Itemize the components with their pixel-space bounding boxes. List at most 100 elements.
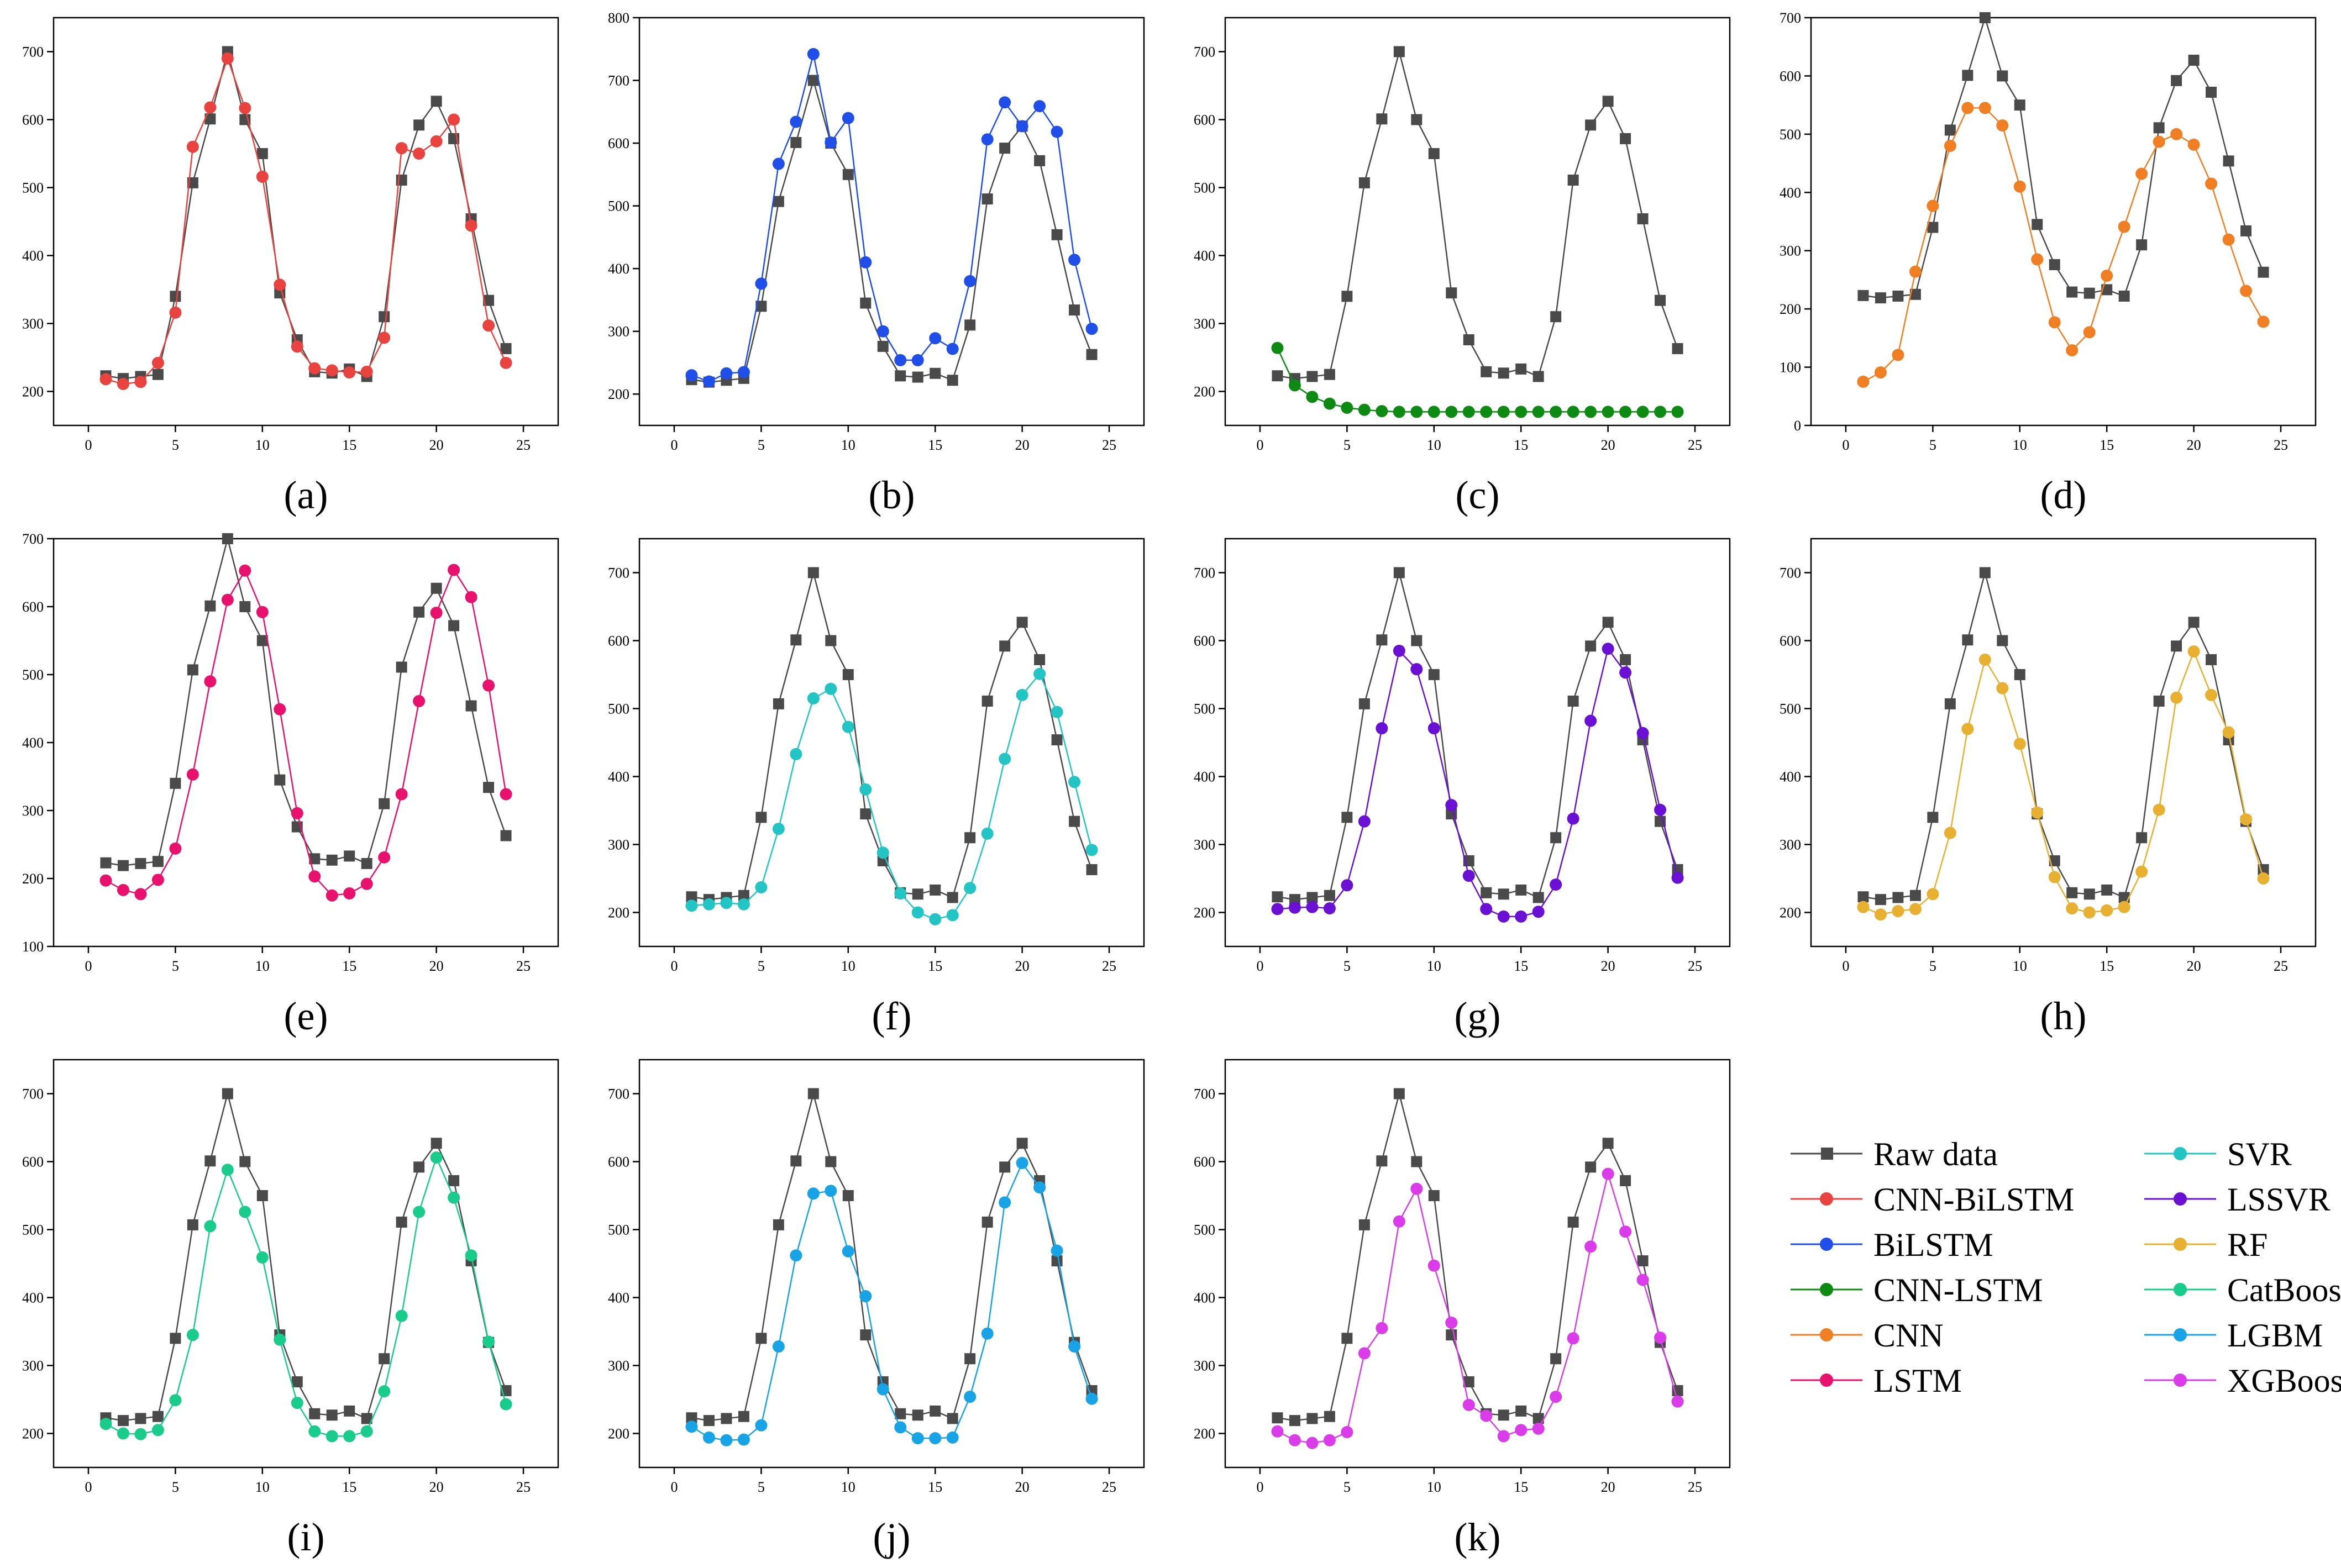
x-tick-label: 5 xyxy=(1929,958,1936,974)
prediction-point xyxy=(1427,406,1440,418)
y-tick-label: 300 xyxy=(1194,837,1215,853)
prediction-point xyxy=(825,136,837,149)
prediction-point xyxy=(1978,102,1991,114)
y-tick-label: 600 xyxy=(1780,633,1801,649)
raw-data-point xyxy=(825,635,837,646)
y-tick-label: 500 xyxy=(22,667,44,683)
raw-data-point xyxy=(703,1415,715,1427)
prediction-point xyxy=(755,1419,768,1432)
raw-data-point xyxy=(152,1411,164,1422)
panel-label: (i) xyxy=(287,1515,325,1559)
x-tick-label: 20 xyxy=(429,958,444,974)
raw-data-point xyxy=(999,640,1011,652)
y-tick-label: 700 xyxy=(1194,565,1215,581)
prediction-point xyxy=(500,1398,512,1411)
prediction-point xyxy=(99,1418,112,1430)
prediction-point xyxy=(1567,1332,1579,1345)
x-tick-label: 10 xyxy=(2013,437,2027,453)
prediction-point xyxy=(1874,908,1887,921)
raw-data-point xyxy=(981,1216,993,1228)
prediction-point xyxy=(911,1432,924,1445)
prediction-point xyxy=(1445,406,1458,418)
plot-frame xyxy=(1810,538,2317,948)
legend-marker xyxy=(2174,1283,2187,1296)
prediction-point xyxy=(1288,379,1301,392)
prediction-point xyxy=(1358,403,1371,416)
raw-data-point xyxy=(1585,119,1597,131)
raw-data-point xyxy=(204,1155,216,1167)
prediction-point xyxy=(1462,1398,1475,1411)
raw-data-point xyxy=(187,177,198,188)
prediction-point xyxy=(929,913,942,925)
y-tick-label: 800 xyxy=(608,10,629,26)
raw-data-point xyxy=(204,113,216,125)
y-tick-label: 200 xyxy=(22,871,44,887)
x-tick-label: 20 xyxy=(2187,437,2201,453)
raw-data-point xyxy=(170,777,181,789)
prediction-point xyxy=(772,157,785,170)
raw-data-point xyxy=(1979,12,1991,23)
prediction-point xyxy=(256,1251,269,1264)
legend-item-lgbm: LGBM xyxy=(2144,1317,2323,1354)
raw-data-point xyxy=(379,311,390,323)
panel-label: (a) xyxy=(284,473,328,517)
raw-data-point xyxy=(790,1155,802,1167)
raw-data-point xyxy=(1602,1138,1614,1149)
series-line-raw xyxy=(1277,572,1678,901)
x-tick-label: 15 xyxy=(928,437,942,453)
prediction-point xyxy=(981,827,994,840)
prediction-point xyxy=(2048,871,2061,883)
x-tick-label: 5 xyxy=(758,437,765,453)
x-tick-label: 5 xyxy=(758,958,765,974)
x-tick-label: 0 xyxy=(670,958,678,974)
chart-panel-8: 200 300 400 500 600 700 0 5 10 15 20 25 (h) xyxy=(1780,538,2317,1038)
prediction-point xyxy=(1857,375,1870,388)
y-tick-label: 600 xyxy=(608,1154,629,1170)
prediction-point xyxy=(1068,776,1081,788)
prediction-point xyxy=(2257,872,2270,885)
prediction-point xyxy=(239,102,251,114)
prediction-point xyxy=(500,788,512,801)
prediction-point xyxy=(999,96,1011,109)
raw-data-point xyxy=(1463,334,1474,346)
prediction-point xyxy=(204,675,217,688)
raw-data-point xyxy=(2118,290,2130,302)
x-tick-label: 0 xyxy=(1256,437,1263,453)
legend-item-lstm: LSTM xyxy=(1791,1362,1962,1399)
raw-data-point xyxy=(1034,654,1046,665)
x-tick-label: 15 xyxy=(2099,437,2114,453)
legend-marker xyxy=(2174,1192,2187,1206)
x-tick-label: 5 xyxy=(172,437,179,453)
raw-data-point xyxy=(309,1408,321,1419)
raw-data-point xyxy=(1655,294,1666,306)
raw-data-point xyxy=(2206,86,2217,98)
raw-data-point xyxy=(807,75,819,86)
x-tick-label: 10 xyxy=(255,1479,270,1495)
x-tick-label: 5 xyxy=(1929,437,1936,453)
raw-data-point xyxy=(1944,698,1956,709)
y-tick-label: 300 xyxy=(1780,837,1801,853)
prediction-point xyxy=(2048,316,2061,329)
prediction-point xyxy=(1602,406,1614,418)
y-tick-label: 600 xyxy=(1194,1154,1215,1170)
prediction-point xyxy=(2205,688,2218,701)
prediction-point xyxy=(1068,254,1081,266)
raw-data-point xyxy=(2066,286,2078,298)
plot-frame xyxy=(638,17,1145,427)
x-tick-label: 15 xyxy=(1514,958,1528,974)
raw-data-point xyxy=(1016,617,1028,628)
x-tick-label: 10 xyxy=(2013,958,2027,974)
prediction-point xyxy=(1480,1409,1493,1422)
prediction-point xyxy=(1532,406,1545,418)
plot-frame xyxy=(53,538,559,948)
prediction-point xyxy=(1085,1392,1098,1405)
x-tick-label: 15 xyxy=(342,1479,356,1495)
prediction-point xyxy=(1602,643,1614,655)
panel-label: (c) xyxy=(1456,473,1500,517)
raw-data-point xyxy=(1393,46,1405,57)
raw-data-point xyxy=(790,136,802,148)
y-tick-label: 400 xyxy=(1194,248,1215,264)
raw-data-point xyxy=(1051,734,1063,746)
raw-data-point xyxy=(1358,177,1370,188)
prediction-point xyxy=(1532,1422,1545,1435)
